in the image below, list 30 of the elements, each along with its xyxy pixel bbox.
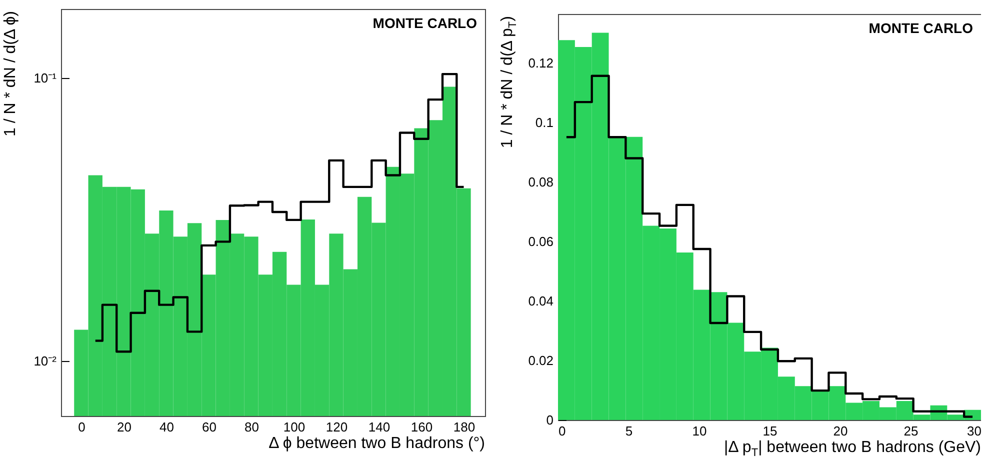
y-tick-label: 10⁻¹	[34, 70, 58, 86]
y-tick-label: 0.02	[528, 353, 554, 368]
x-tick-label: 30	[967, 424, 982, 438]
x-tick-label: 5	[625, 424, 633, 438]
x-tick-label: 120	[326, 420, 348, 434]
x-axis-title: |Δ p$_{T}$| between two B hadrons (GeV)	[724, 439, 981, 457]
y-tick-label: 0.12	[528, 56, 554, 71]
x-tick-label: 15	[762, 424, 778, 438]
x-tick-label: 180	[453, 420, 476, 434]
x-tick-label: 10	[692, 424, 707, 438]
y-tick-label: 0.1	[535, 115, 554, 130]
y-tick-label: 0.04	[528, 294, 554, 309]
y-tick-label: 10⁻²	[34, 354, 58, 369]
x-tick-label: 60	[202, 420, 216, 434]
y-axis-title: 1 / N * dN / d(Δ ϕ)	[2, 11, 19, 136]
x-tick-label: 0	[558, 424, 566, 438]
x-axis-title: Δ ϕ between two B hadrons (°)	[268, 435, 485, 452]
x-tick-label: 40	[159, 420, 174, 434]
x-tick-label: 0	[78, 420, 86, 434]
x-tick-label: 20	[116, 420, 132, 434]
annotation: MONTE CARLO	[372, 15, 478, 31]
y-tick-label: 0.06	[528, 234, 554, 250]
x-tick-label: 140	[368, 420, 390, 434]
x-tick-label: 80	[244, 420, 259, 434]
x-tick-label: 25	[904, 424, 918, 438]
x-tick-label: 20	[833, 424, 848, 438]
x-tick-label: 100	[283, 420, 306, 434]
y-tick-label: 0.08	[528, 174, 554, 190]
x-tick-label: 160	[410, 420, 433, 434]
annotation: MONTE CARLO	[868, 20, 974, 36]
